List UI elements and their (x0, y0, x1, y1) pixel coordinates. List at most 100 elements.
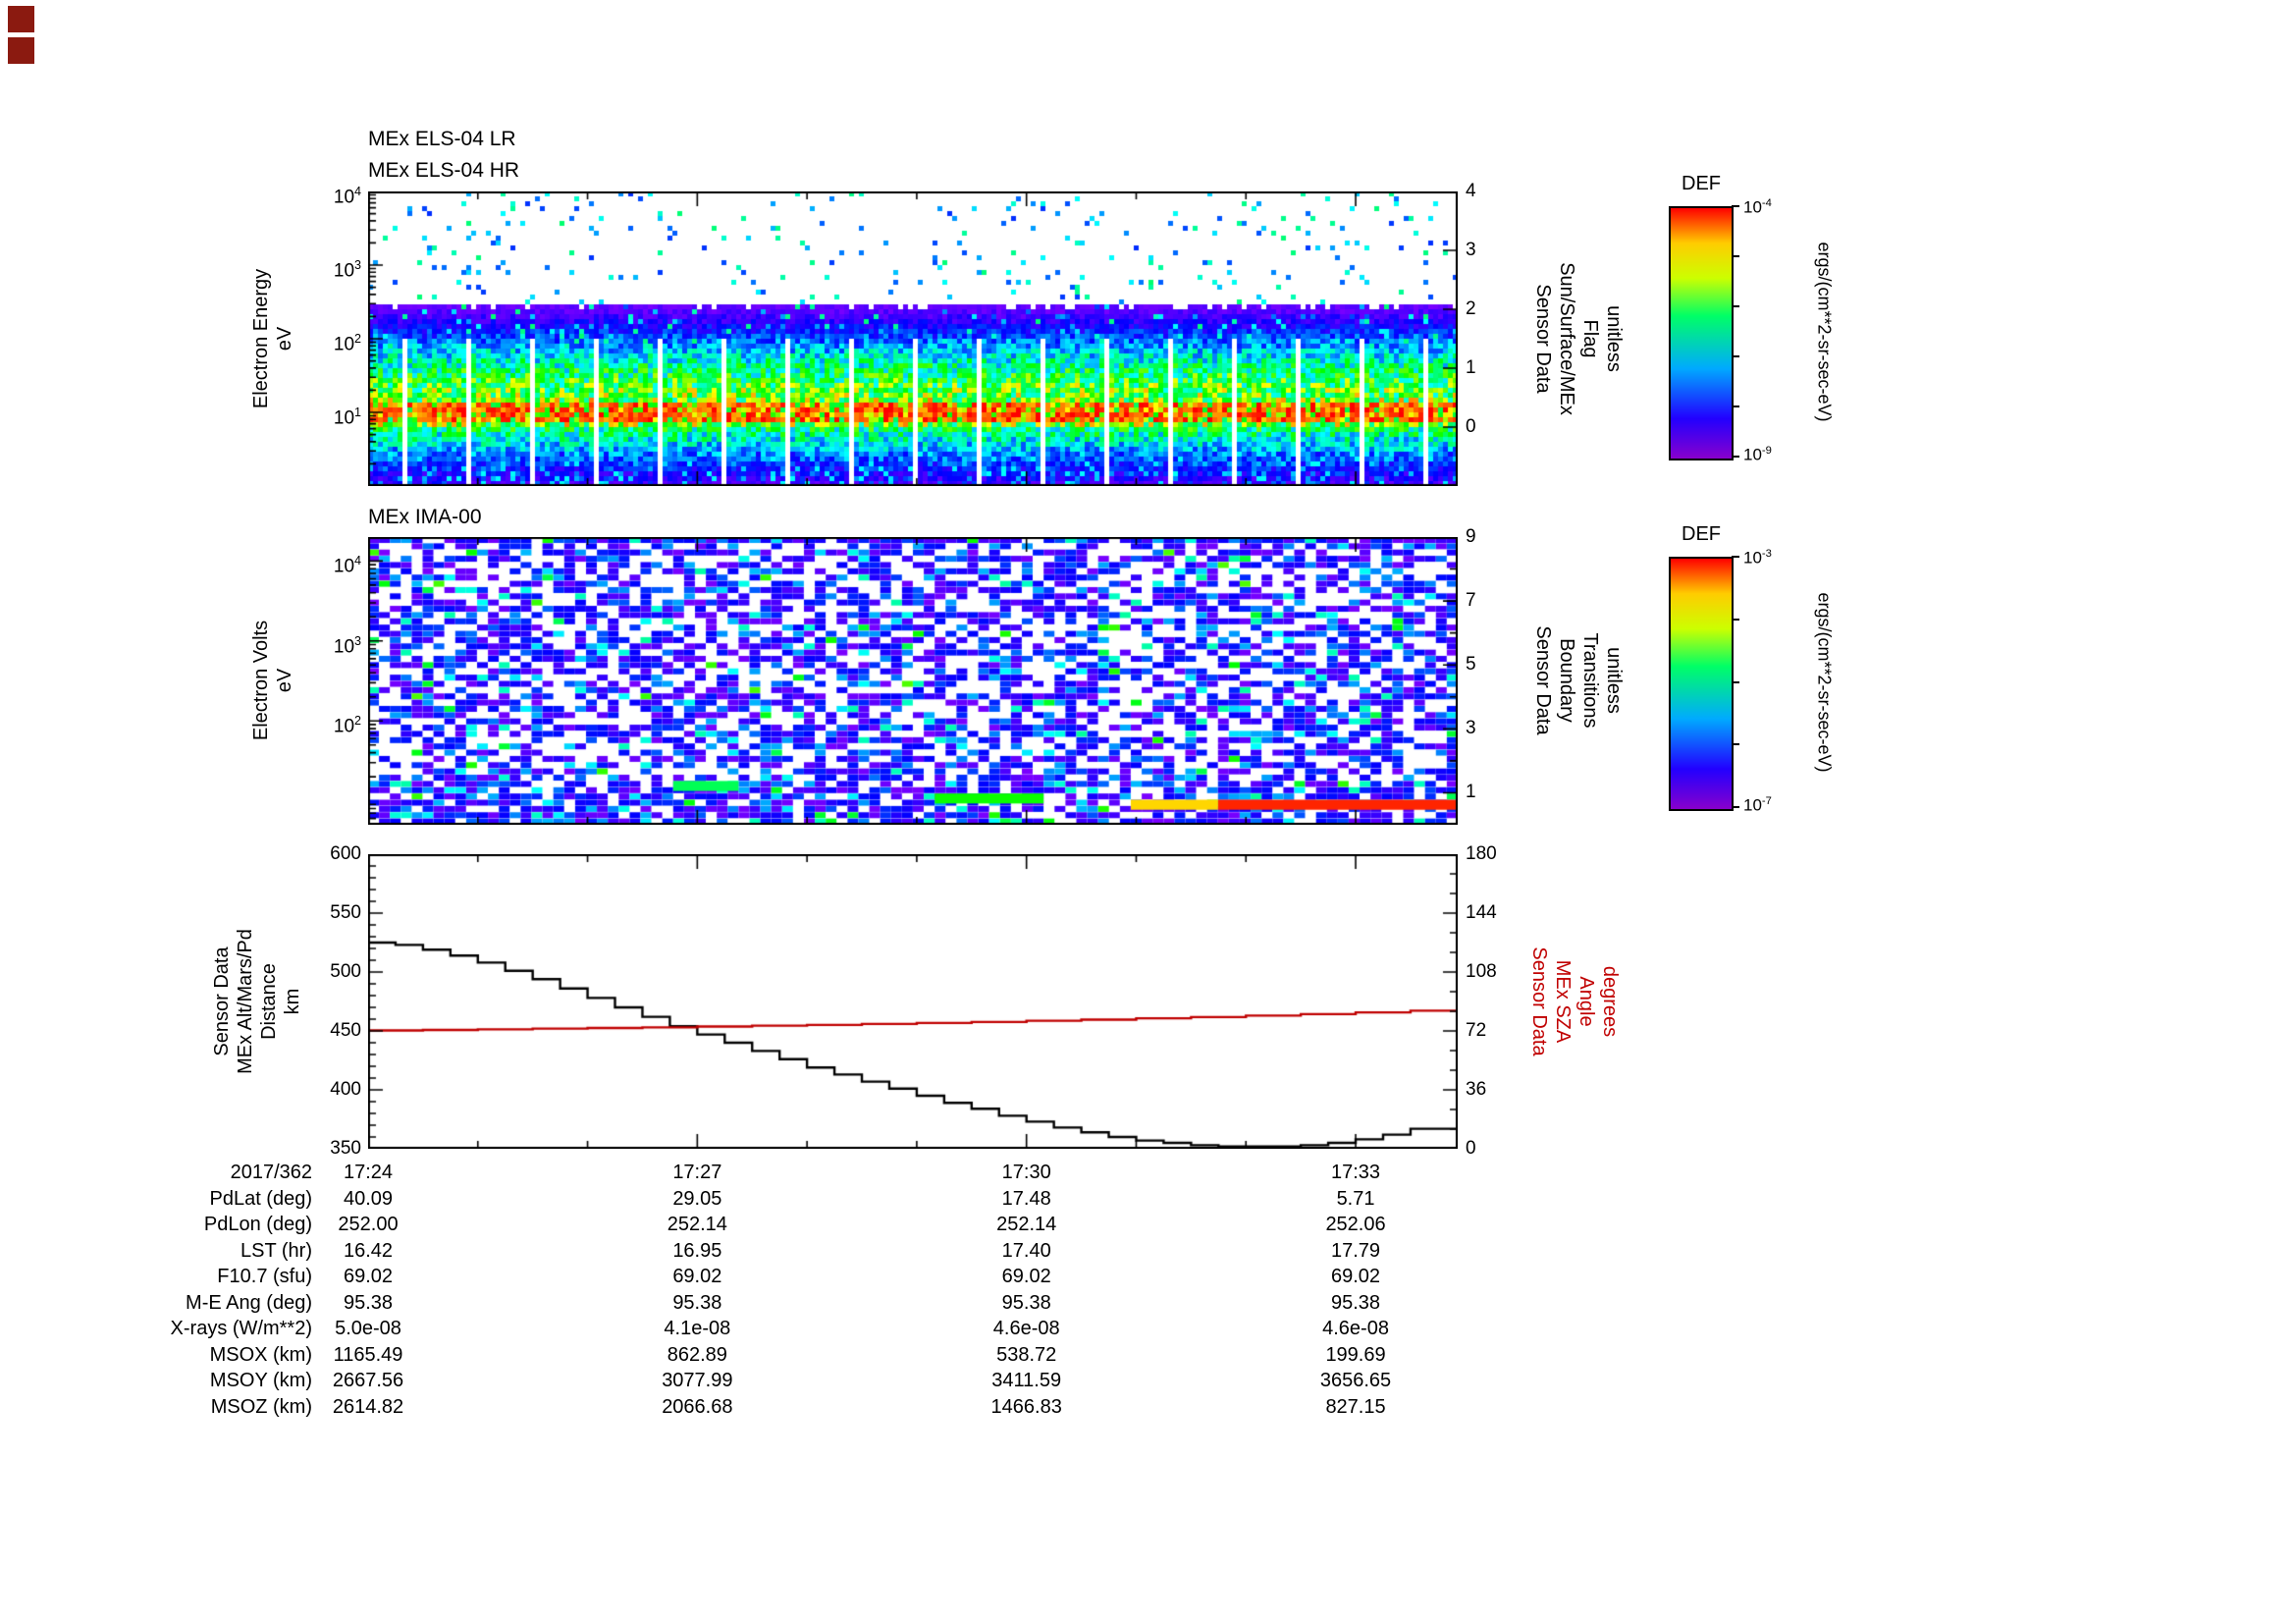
table-cell: 40.09 (343, 1187, 394, 1210)
table-cell: 17:30 (1001, 1162, 1051, 1183)
table-cell: 1466.83 (990, 1395, 1062, 1418)
table-cell: 16.95 (672, 1239, 722, 1262)
corner-mark-bottom (8, 37, 34, 64)
axis-tick-label: 101 (333, 406, 361, 429)
axis-label-line: Sensor Data (211, 947, 233, 1056)
axis-label-line: Distance (258, 963, 280, 1040)
corner-mark-top (8, 6, 34, 32)
table-row-label: LST (hr) (240, 1239, 312, 1262)
table-cell: 827.15 (1325, 1395, 1386, 1418)
axis-label-line: Electron Volts (250, 620, 272, 741)
colorbar-els-max-label: 10-4 (1743, 197, 1772, 217)
table-cell: 4.1e-08 (664, 1318, 731, 1339)
table-cell: 69.02 (1001, 1266, 1051, 1287)
axis-tick-label: 1 (1466, 782, 1476, 803)
table-cell: 69.02 (672, 1266, 722, 1287)
table-cell: 5.0e-08 (335, 1318, 401, 1339)
axis-label-line: unitless (1603, 305, 1625, 372)
colorbar-tick (1732, 806, 1739, 808)
table-cell: 95.38 (1331, 1291, 1381, 1314)
axis-tick-label: 1 (1466, 357, 1476, 378)
axis-tick-label: 350 (330, 1138, 361, 1159)
axis-tick-label: 102 (333, 714, 361, 737)
table-cell: 29.05 (672, 1187, 722, 1210)
colorbar-tick (1732, 205, 1739, 207)
table-cell: 252.14 (667, 1214, 727, 1235)
table-cell: 862.89 (667, 1343, 727, 1366)
axis-tick-label: 36 (1466, 1079, 1487, 1100)
axis-label-line: km (282, 988, 303, 1015)
ima-title: MEx IMA-00 (368, 506, 482, 528)
axis-tick-label: 4 (1466, 181, 1476, 201)
table-cell: 252.00 (338, 1214, 399, 1235)
axis-label-line: Sensor Data (1532, 284, 1554, 394)
colorbar-tick (1732, 255, 1739, 257)
colorbar-tick (1732, 406, 1739, 407)
table-cell: 69.02 (343, 1266, 394, 1287)
colorbar-ima-max-label: 10-3 (1743, 548, 1772, 568)
table-cell: 3656.65 (1319, 1370, 1392, 1391)
table-cell: 2667.56 (332, 1370, 404, 1391)
table-cell: 5.71 (1336, 1187, 1375, 1210)
colorbar-tick (1732, 305, 1739, 307)
colorbar-ima-min-label: 10-7 (1743, 795, 1772, 815)
table-row-label: 2017/362 (230, 1162, 312, 1183)
axis-tick-label: 3 (1466, 718, 1476, 739)
table-cell: 17:33 (1331, 1162, 1381, 1183)
axis-tick-label: 72 (1466, 1020, 1487, 1041)
colorbar-tick (1732, 355, 1739, 357)
line-y-axis-label: Sensor Data MEx Alt/Mars/Pd Distance km (210, 929, 304, 1074)
table-row-label: M-E Ang (deg) (186, 1291, 312, 1314)
colorbar-tick (1732, 743, 1739, 746)
table-cell: 252.06 (1325, 1214, 1386, 1235)
colorbar-els: DEF 10-4 10-9 ergs/(cm**2-sr-sec-eV) (1669, 173, 1835, 464)
axis-tick-label: 7 (1466, 590, 1476, 612)
colorbar-tick (1732, 556, 1739, 558)
table-cell: 2614.82 (332, 1395, 404, 1418)
els-spectrogram-canvas (368, 191, 1458, 486)
axis-label-line: unitless (1603, 647, 1625, 714)
table-cell: 1165.49 (333, 1343, 403, 1366)
axis-tick-label: 450 (330, 1020, 361, 1041)
colorbar-els-gradient (1669, 206, 1734, 460)
table-row-label: F10.7 (sfu) (217, 1266, 312, 1287)
axis-tick-label: 144 (1466, 902, 1497, 923)
table-row-label: PdLon (deg) (203, 1214, 312, 1235)
axis-label-line: Transitions (1579, 632, 1601, 729)
axis-tick-label: 102 (333, 332, 361, 355)
table-cell: 16.42 (343, 1239, 394, 1262)
table-cell: 95.38 (672, 1291, 722, 1314)
axis-tick-label: 108 (1466, 961, 1497, 982)
table-cell: 17.79 (1331, 1239, 1381, 1262)
els-right-axis-label: unitless Flag Sun/Surface/MEx Sensor Data (1531, 262, 1626, 415)
axis-tick-label: 550 (330, 902, 361, 923)
altitude-sza-line-canvas (368, 854, 1458, 1149)
table-cell: 2066.68 (662, 1395, 733, 1418)
colorbar-ima-title: DEF (1682, 523, 1721, 545)
table-cell: 17:27 (672, 1162, 722, 1183)
axis-tick-label: 0 (1466, 1138, 1476, 1159)
colorbar-ima: DEF 10-3 10-7 ergs/(cm**2-sr-sec-eV) (1669, 523, 1835, 815)
els-title-lr: MEx ELS-04 LR (368, 128, 516, 150)
table-cell: 3411.59 (991, 1370, 1062, 1391)
axis-tick-label: 103 (333, 258, 361, 282)
axis-label-line: Flag (1579, 319, 1601, 358)
axis-tick-label: 104 (333, 185, 361, 208)
colorbar-ima-units-label: ergs/(cm**2-sr-sec-eV) (1814, 591, 1835, 773)
table-cell: 3077.99 (662, 1370, 733, 1391)
axis-label-line: MEx Alt/Mars/Pd (235, 929, 256, 1074)
colorbar-tick (1732, 680, 1739, 683)
axis-label-line: degrees (1599, 965, 1621, 1038)
axis-tick-label: 103 (333, 633, 361, 658)
axis-tick-label: 500 (330, 961, 361, 982)
colorbar-ima-gradient (1669, 557, 1734, 811)
table-cell: 95.38 (1001, 1291, 1051, 1314)
axis-tick-label: 400 (330, 1079, 361, 1100)
axis-tick-label: 0 (1466, 416, 1476, 437)
table-cell: 199.69 (1325, 1343, 1386, 1366)
table-row-label: MSOZ (km) (210, 1395, 312, 1418)
table-cell: 17.48 (1001, 1187, 1051, 1210)
table-cell: 69.02 (1331, 1266, 1381, 1287)
axis-tick-label: 600 (330, 843, 361, 864)
